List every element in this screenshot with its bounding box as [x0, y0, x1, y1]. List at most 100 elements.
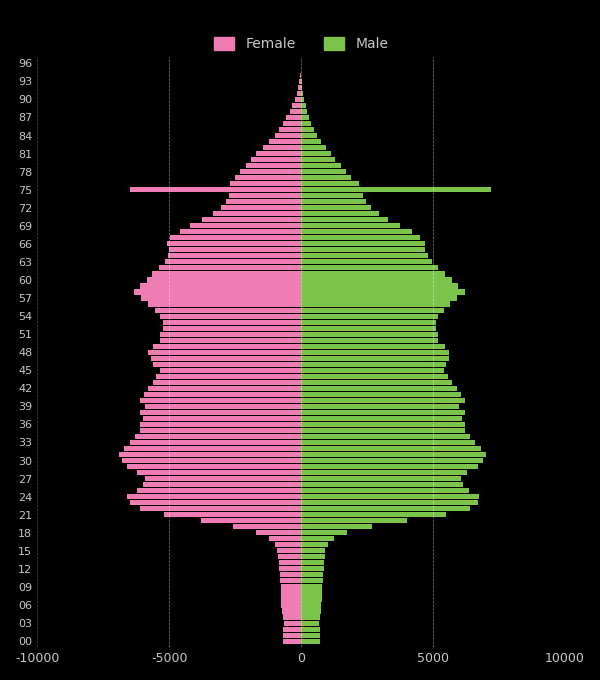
Bar — [301, 193, 363, 199]
Bar — [226, 199, 301, 204]
Bar — [301, 615, 320, 619]
Bar — [301, 229, 412, 235]
Bar — [127, 464, 301, 469]
Bar — [301, 566, 323, 571]
Bar — [301, 337, 439, 343]
Bar — [170, 235, 301, 241]
Bar — [124, 446, 301, 451]
Bar — [279, 566, 301, 571]
Bar — [130, 187, 301, 192]
Bar — [301, 428, 465, 433]
Bar — [301, 590, 322, 596]
Bar — [119, 452, 301, 457]
Bar — [256, 151, 301, 156]
Bar — [301, 506, 470, 511]
Bar — [301, 343, 445, 349]
Bar — [301, 187, 491, 192]
Bar — [301, 554, 325, 560]
Bar — [147, 277, 301, 282]
Bar — [160, 332, 301, 337]
Bar — [269, 537, 301, 541]
Bar — [154, 343, 301, 349]
Bar — [229, 193, 301, 199]
Bar — [299, 79, 301, 84]
Bar — [143, 416, 301, 421]
Bar — [301, 440, 475, 445]
Bar — [301, 434, 470, 439]
Bar — [301, 284, 458, 288]
Bar — [296, 91, 301, 96]
Bar — [263, 145, 301, 150]
Bar — [169, 248, 301, 252]
Bar — [180, 229, 301, 235]
Bar — [301, 169, 346, 174]
Bar — [301, 79, 302, 84]
Bar — [301, 470, 467, 475]
Bar — [301, 386, 457, 391]
Bar — [301, 518, 407, 524]
Bar — [301, 579, 323, 583]
Bar — [301, 248, 425, 252]
Bar — [164, 512, 301, 517]
Bar — [281, 602, 301, 607]
Bar — [158, 265, 301, 271]
Bar — [160, 313, 301, 319]
Bar — [301, 596, 322, 602]
Bar — [301, 512, 446, 517]
Bar — [286, 115, 301, 120]
Bar — [137, 470, 301, 475]
Bar — [301, 326, 436, 330]
Bar — [283, 121, 301, 126]
Bar — [140, 284, 301, 288]
Bar — [301, 524, 373, 529]
Bar — [269, 139, 301, 144]
Bar — [301, 446, 481, 451]
Bar — [165, 259, 301, 265]
Bar — [301, 181, 359, 186]
Bar — [277, 548, 301, 554]
Bar — [280, 573, 301, 577]
Bar — [283, 632, 301, 638]
Bar — [278, 554, 301, 560]
Bar — [201, 518, 301, 524]
Bar — [301, 560, 324, 566]
Bar — [301, 307, 443, 313]
Bar — [154, 362, 301, 367]
Bar — [301, 356, 449, 361]
Bar — [301, 320, 436, 324]
Bar — [137, 488, 301, 493]
Bar — [301, 500, 478, 505]
Bar — [213, 211, 301, 216]
Bar — [148, 350, 301, 355]
Bar — [156, 374, 301, 379]
Bar — [148, 301, 301, 307]
Bar — [301, 374, 448, 379]
Bar — [148, 386, 301, 391]
Bar — [301, 464, 478, 469]
Bar — [301, 368, 443, 373]
Bar — [152, 271, 301, 277]
Bar — [256, 530, 301, 535]
Bar — [301, 416, 462, 421]
Bar — [301, 476, 461, 481]
Bar — [301, 379, 452, 385]
Bar — [283, 615, 301, 619]
Bar — [301, 404, 460, 409]
Bar — [301, 392, 461, 397]
Bar — [202, 217, 301, 222]
Bar — [301, 626, 320, 632]
Bar — [134, 290, 301, 294]
Bar — [301, 488, 469, 493]
Bar — [301, 301, 450, 307]
Bar — [241, 169, 301, 174]
Bar — [301, 609, 321, 613]
Bar — [301, 157, 335, 162]
Bar — [282, 609, 301, 613]
Bar — [301, 542, 328, 547]
Bar — [301, 537, 334, 541]
Bar — [143, 482, 301, 487]
Bar — [301, 139, 321, 144]
Bar — [301, 639, 320, 644]
Bar — [301, 422, 465, 427]
Bar — [301, 313, 439, 319]
